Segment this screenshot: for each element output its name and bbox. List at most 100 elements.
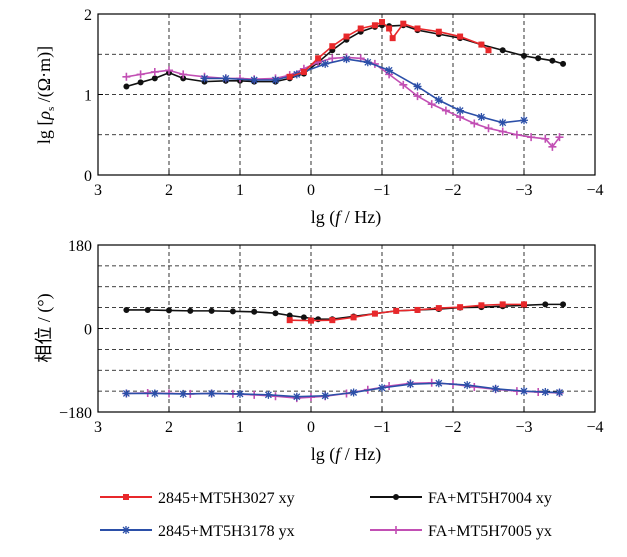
phase-y-tick-label: −180 [59,405,92,422]
resistivity-point-2845-mt5h3027-xy [357,25,364,32]
resistivity-point-fa-mt5h7004-xy [535,55,542,62]
resistivity-point-fa-mt5h7004-xy [560,60,567,67]
resistivity-point-2845-mt5h3178-yx [520,116,528,125]
resistivity-x-tick-label: −4 [586,182,603,199]
phase-point-2845-mt5h3178-yx [491,384,500,393]
resistivity-x-tick-label: 3 [94,182,102,199]
phase-y-tick-label: 0 [84,322,92,339]
resistivity-point-2845-mt5h3178-yx [363,58,372,67]
phase-point-2845-mt5h3027-xy [393,307,400,314]
resistivity-point-fa-mt5h7005-yx [165,66,173,75]
resistivity-y-tick-label: 1 [84,88,92,105]
phase-point-fa-mt5h7004-xy [229,308,236,315]
resistivity-point-fa-mt5h7005-yx [555,133,564,142]
resistivity-point-fa-mt5h7005-yx [548,142,557,151]
resistivity-x-tick-label: 0 [307,182,315,199]
resistivity-point-fa-mt5h7005-yx [122,72,131,81]
resistivity-point-2845-mt5h3027-xy [300,68,307,75]
resistivity-point-2845-mt5h3178-yx [456,106,465,115]
phase-point-2845-mt5h3178-yx [520,387,528,396]
phase-point-fa-mt5h7004-xy [542,301,549,308]
phase-x-tick-label: −2 [444,419,461,436]
legend-marker [393,494,399,500]
phase-point-2845-mt5h3027-xy [350,314,357,321]
resistivity-point-fa-mt5h7005-yx [399,80,408,89]
phase-x-tick-label: −3 [515,419,532,436]
resistivity-x-tick-label: −2 [444,182,461,199]
resistivity-point-2845-mt5h3178-yx [342,55,351,64]
resistivity-point-2845-mt5h3027-xy [371,22,378,29]
resistivity-point-2845-mt5h3027-xy [286,73,293,80]
phase-point-2845-mt5h3178-yx [406,380,415,389]
phase-point-2845-mt5h3027-xy [308,317,314,324]
resistivity-series [122,19,567,151]
resistivity-point-2845-mt5h3178-yx [385,66,394,75]
resistivity-point-fa-mt5h7005-yx [527,133,536,142]
resistivity-y-tick-label: 2 [84,7,92,24]
resistivity-point-fa-mt5h7004-xy [151,75,158,82]
phase-point-2845-mt5h3178-yx [264,390,273,399]
resistivity-x-tick-label: −3 [515,182,532,199]
phase-point-fa-mt5h7004-xy [144,306,151,313]
phase-point-fa-mt5h7004-xy [560,301,567,308]
resistivity-series-fa-mt5h7005-yx [122,53,564,151]
phase-x-axis-label: lg (f / Hz) [311,444,382,465]
resistivity-series-fa-mt5h7004-xy [123,22,567,90]
phase-point-2845-mt5h3178-yx [122,389,131,398]
resistivity-point-fa-mt5h7004-xy [137,79,144,86]
phase-series-2845-mt5h3178-yx [122,379,564,401]
phase-point-2845-mt5h3027-xy [478,302,485,309]
resistivity-ticks: 3 2 1 0 −1 −2 −3 −4 0 1 2 [84,7,604,199]
resistivity-point-fa-mt5h7004-xy [549,57,556,64]
phase-x-tick-label: 1 [236,419,244,436]
resistivity-y-axis-label: lg [ρs /(Ω·m)] [34,46,57,144]
phase-point-2845-mt5h3178-yx [434,379,443,388]
resistivity-point-fa-mt5h7005-yx [427,100,436,109]
resistivity-point-2845-mt5h3178-yx [413,82,422,91]
resistivity-point-2845-mt5h3178-yx [321,59,330,68]
resistivity-line-2845-mt5h3178-yx [204,58,525,124]
resistivity-point-fa-mt5h7005-yx [512,130,521,139]
resistivity-point-fa-mt5h7004-xy [180,75,187,82]
resistivity-point-2845-mt5h3027-xy [379,19,385,26]
phase-point-2845-mt5h3027-xy [499,301,506,308]
phase-series [122,301,567,403]
resistivity-point-2845-mt5h3027-xy [485,47,492,54]
phase-grid [98,245,595,412]
legend-item: FA+MT5H7005 yx [370,523,552,540]
resistivity-point-2845-mt5h3027-xy [400,20,407,27]
phase-point-2845-mt5h3178-yx [378,383,386,392]
phase-point-2845-mt5h3178-yx [321,391,330,400]
phase-point-2845-mt5h3178-yx [236,389,244,398]
phase-point-2845-mt5h3178-yx [207,389,216,398]
phase-point-2845-mt5h3178-yx [555,388,564,397]
phase-point-2845-mt5h3178-yx [349,388,358,397]
legend: 2845+MT5H3027 xy FA+MT5H7004 xy 2845+MT5H3… [100,490,552,540]
phase-point-2845-mt5h3178-yx [541,388,550,397]
phase-x-tick-label: 0 [307,419,315,436]
phase-x-tick-label: −1 [373,419,390,436]
phase-point-fa-mt5h7004-xy [272,310,279,317]
resistivity-point-fa-mt5h7004-xy [123,83,130,90]
phase-line-2845-mt5h3027-xy [289,303,524,322]
resistivity-x-axis-label: lg (f / Hz) [311,207,382,228]
resistivity-point-2845-mt5h3027-xy [414,25,421,32]
phase-x-tick-label: 2 [165,419,173,436]
legend-label: FA+MT5H7004 xy [428,490,552,507]
phase-point-2845-mt5h3027-xy [457,304,464,311]
phase-y-axis-label: 相位 / (°) [34,293,55,362]
resistivity-point-fa-mt5h7005-yx [484,124,493,133]
resistivity-x-tick-label: 2 [165,182,173,199]
phase-point-2845-mt5h3027-xy [414,306,421,313]
legend-item: 2845+MT5H3178 yx [100,523,295,540]
resistivity-point-fa-mt5h7004-xy [521,52,527,59]
phase-point-2845-mt5h3027-xy [521,301,527,308]
legend-item: FA+MT5H7004 xy [370,490,552,507]
resistivity-point-2845-mt5h3178-yx [498,118,507,127]
phase-point-2845-mt5h3178-yx [292,392,301,401]
legend-marker [392,526,400,534]
phase-point-2845-mt5h3178-yx [150,389,159,398]
resistivity-point-2845-mt5h3178-yx [200,74,209,83]
phase-point-fa-mt5h7004-xy [166,307,172,314]
resistivity-point-2845-mt5h3178-yx [271,76,280,85]
